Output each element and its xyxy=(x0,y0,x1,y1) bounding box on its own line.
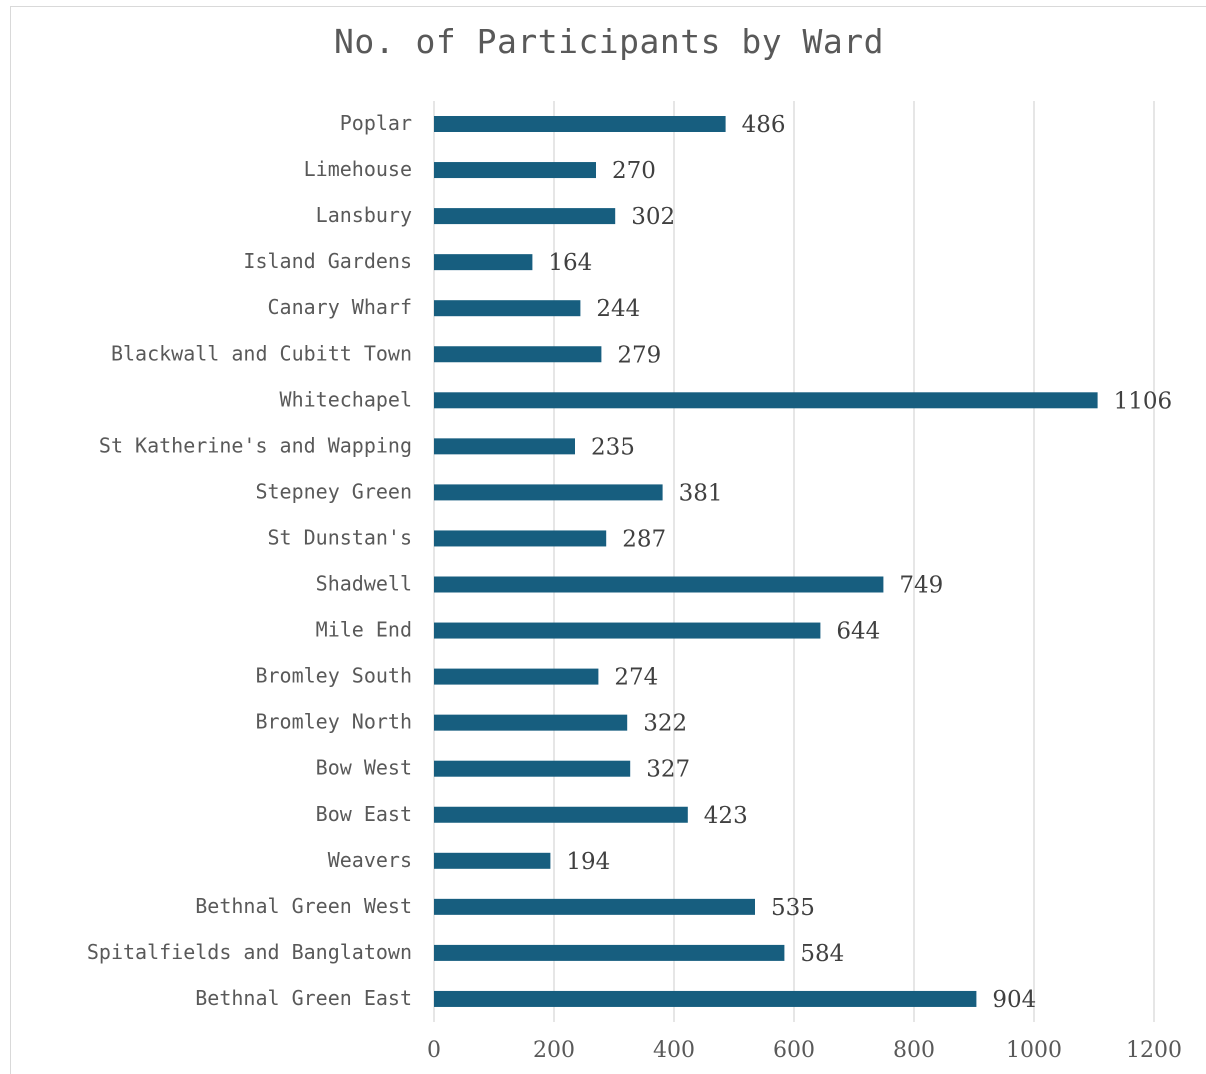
value-label: 287 xyxy=(622,526,666,552)
x-tick-label: 1000 xyxy=(1006,1038,1062,1063)
bar xyxy=(434,162,596,179)
value-label: 279 xyxy=(617,342,661,368)
category-label: Island Gardens xyxy=(243,249,412,273)
value-label: 270 xyxy=(612,158,656,184)
x-tick-label: 400 xyxy=(653,1038,695,1063)
bar xyxy=(434,714,628,731)
value-label: 194 xyxy=(566,849,610,875)
bar xyxy=(434,116,726,132)
bar xyxy=(434,576,884,593)
category-label: Whitechapel xyxy=(280,387,412,411)
x-tick-label: 1200 xyxy=(1126,1038,1182,1063)
bar xyxy=(434,300,581,317)
category-label: Bow West xyxy=(316,756,412,780)
bar xyxy=(434,530,607,547)
chart-title: No. of Participants by Ward xyxy=(334,22,884,61)
bar xyxy=(434,944,785,961)
value-label: 749 xyxy=(899,573,943,599)
bar xyxy=(434,254,533,271)
category-label: Bromley North xyxy=(255,710,412,734)
bars xyxy=(434,116,1098,1007)
value-label: 274 xyxy=(614,665,658,691)
bar xyxy=(434,346,602,363)
category-label: Canary Wharf xyxy=(268,295,413,319)
chart-frame xyxy=(10,6,1206,1074)
bar xyxy=(434,668,599,685)
value-label: 381 xyxy=(679,480,723,506)
bar xyxy=(434,806,688,823)
category-label: Limehouse xyxy=(304,157,412,181)
value-label: 322 xyxy=(643,711,687,737)
bar xyxy=(434,852,551,869)
bar xyxy=(434,898,755,915)
category-label: Stepney Green xyxy=(255,479,412,503)
grid-lines xyxy=(433,101,1155,1022)
bar xyxy=(434,484,663,501)
category-label: Bethnal Green West xyxy=(195,894,412,918)
value-label: 235 xyxy=(591,434,635,460)
bar xyxy=(434,760,631,777)
x-tick-label: 0 xyxy=(427,1038,441,1063)
value-label: 164 xyxy=(548,250,592,276)
value-label: 644 xyxy=(836,619,880,645)
bar xyxy=(434,622,821,639)
category-label: Blackwall and Cubitt Town xyxy=(111,341,412,365)
bar xyxy=(434,438,575,455)
category-label: Poplar xyxy=(340,111,412,135)
category-label: Lansbury xyxy=(316,203,412,227)
x-tick-label: 200 xyxy=(533,1038,575,1063)
value-label: 302 xyxy=(631,204,675,230)
value-label: 584 xyxy=(800,941,844,967)
x-tick-label: 800 xyxy=(893,1038,935,1063)
category-label: Bethnal Green East xyxy=(195,986,412,1010)
category-label: Spitalfields and Banglatown xyxy=(87,940,412,964)
value-label: 423 xyxy=(704,803,748,829)
category-label: Bromley South xyxy=(255,664,412,688)
bar xyxy=(434,990,977,1007)
value-label: 535 xyxy=(771,895,815,921)
value-label: 486 xyxy=(742,112,786,138)
category-label: Weavers xyxy=(328,848,412,872)
category-label: Bow East xyxy=(316,802,412,826)
value-label: 1106 xyxy=(1114,388,1173,414)
value-label: 327 xyxy=(646,757,690,783)
value-label: 244 xyxy=(596,296,640,322)
value-label: 904 xyxy=(992,987,1036,1013)
category-label: St Dunstan's xyxy=(268,525,413,549)
bar xyxy=(434,208,616,225)
category-label: St Katherine's and Wapping xyxy=(99,433,412,457)
bar xyxy=(434,392,1098,409)
category-label: Shadwell xyxy=(316,572,412,596)
labels: 0 200 400 600 800 1000 1200 Poplar 486 Limehouse 2… xyxy=(87,111,1182,1063)
category-label: Mile End xyxy=(316,618,412,642)
x-tick-label: 600 xyxy=(773,1038,815,1063)
